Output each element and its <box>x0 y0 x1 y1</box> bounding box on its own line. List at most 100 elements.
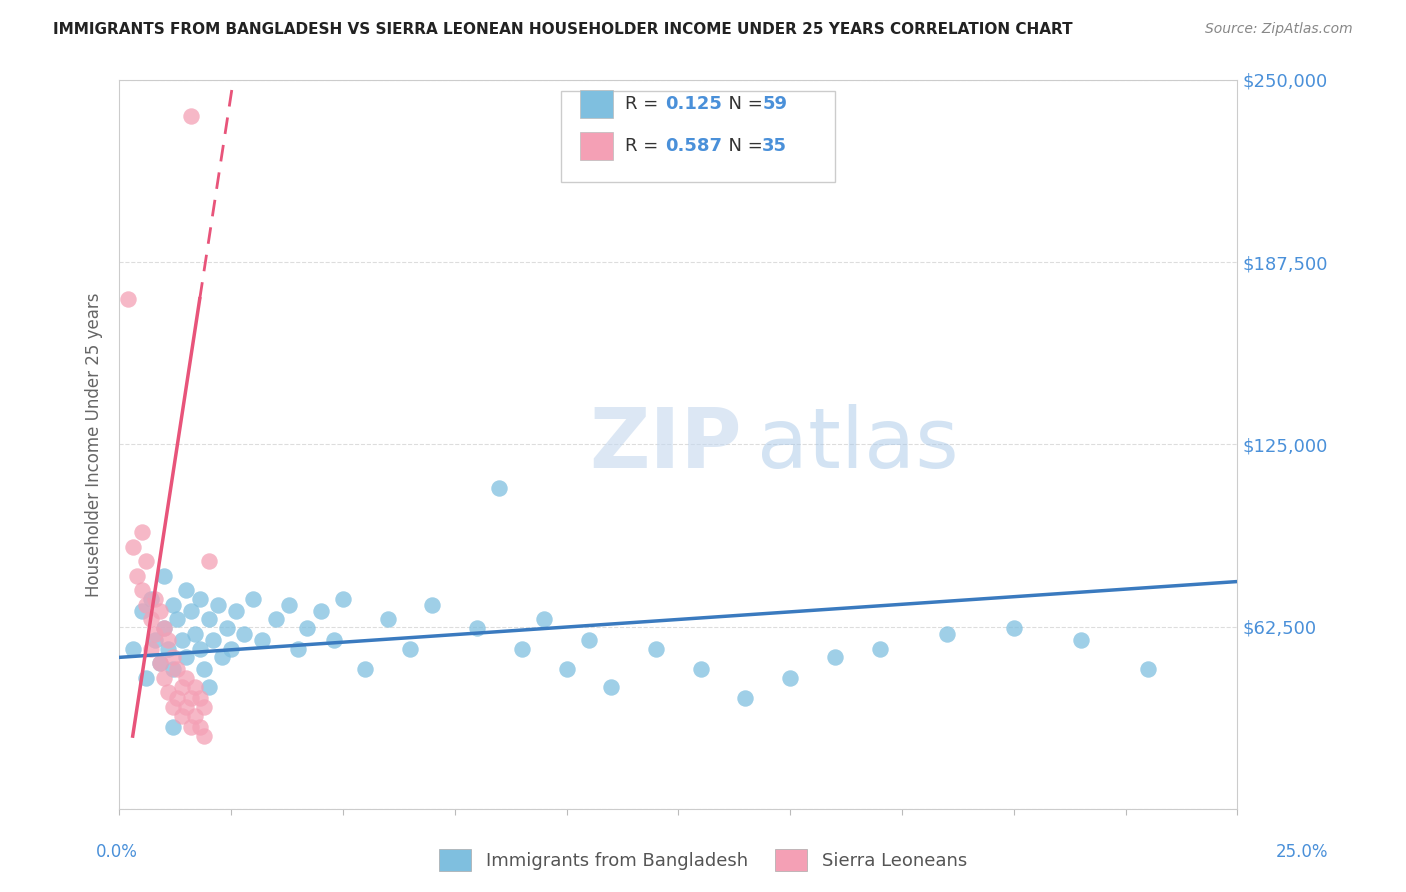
Point <box>135 554 157 568</box>
Point <box>121 641 143 656</box>
Point <box>309 604 332 618</box>
Point <box>162 700 184 714</box>
Point <box>188 641 211 656</box>
Point <box>170 632 193 647</box>
Point <box>295 621 318 635</box>
Point <box>157 632 180 647</box>
Y-axis label: Householder Income Under 25 years: Householder Income Under 25 years <box>86 293 103 597</box>
Point <box>354 662 377 676</box>
Point <box>578 632 600 647</box>
Point <box>153 621 176 635</box>
Point <box>242 592 264 607</box>
Point <box>278 598 301 612</box>
Point <box>779 671 801 685</box>
Point <box>166 662 188 676</box>
Point <box>143 632 166 647</box>
Point <box>1002 621 1025 635</box>
Text: 35: 35 <box>762 137 787 155</box>
Point <box>935 627 957 641</box>
Point <box>510 641 533 656</box>
Point <box>202 632 225 647</box>
Point <box>420 598 443 612</box>
Point <box>332 592 354 607</box>
Point <box>197 612 219 626</box>
Point <box>533 612 555 626</box>
Point <box>869 641 891 656</box>
Point <box>184 680 207 694</box>
Point <box>225 604 247 618</box>
Point <box>162 650 184 665</box>
Point <box>252 632 274 647</box>
Point <box>131 583 153 598</box>
Point <box>233 627 256 641</box>
Point <box>166 612 188 626</box>
Point <box>176 671 198 685</box>
Text: 0.587: 0.587 <box>665 137 721 155</box>
Point <box>176 583 198 598</box>
Point <box>170 680 193 694</box>
Point <box>193 662 215 676</box>
Point <box>399 641 422 656</box>
Point <box>264 612 287 626</box>
Text: R =: R = <box>624 137 664 155</box>
Point <box>184 627 207 641</box>
Point <box>148 656 170 670</box>
Point <box>188 592 211 607</box>
Point <box>600 680 623 694</box>
Point <box>162 720 184 734</box>
Point <box>184 708 207 723</box>
Point <box>488 481 510 495</box>
Point <box>215 621 238 635</box>
Point <box>645 641 668 656</box>
Point <box>287 641 309 656</box>
FancyBboxPatch shape <box>579 132 613 160</box>
Point <box>1136 662 1159 676</box>
Point <box>139 641 162 656</box>
Point <box>166 691 188 706</box>
Legend: Immigrants from Bangladesh, Sierra Leoneans: Immigrants from Bangladesh, Sierra Leone… <box>432 842 974 879</box>
Point <box>197 680 219 694</box>
Point <box>117 292 139 306</box>
Point <box>143 627 166 641</box>
Point <box>197 554 219 568</box>
Point <box>139 592 162 607</box>
Text: 25.0%: 25.0% <box>1277 843 1329 861</box>
Point <box>127 568 149 582</box>
Point <box>465 621 488 635</box>
Text: IMMIGRANTS FROM BANGLADESH VS SIERRA LEONEAN HOUSEHOLDER INCOME UNDER 25 YEARS C: IMMIGRANTS FROM BANGLADESH VS SIERRA LEO… <box>53 22 1073 37</box>
Point <box>180 720 202 734</box>
Text: N =: N = <box>717 137 769 155</box>
Point <box>188 720 211 734</box>
Text: atlas: atlas <box>756 404 959 485</box>
Point <box>180 691 202 706</box>
Point <box>211 650 233 665</box>
FancyBboxPatch shape <box>579 90 613 118</box>
Point <box>121 540 143 554</box>
FancyBboxPatch shape <box>561 91 835 182</box>
Text: R =: R = <box>624 95 664 113</box>
Point <box>148 604 170 618</box>
Text: N =: N = <box>717 95 769 113</box>
Point <box>323 632 346 647</box>
Text: ZIP: ZIP <box>589 404 741 485</box>
Point <box>157 685 180 699</box>
Point <box>219 641 242 656</box>
Point <box>193 729 215 743</box>
Point <box>131 524 153 539</box>
Point <box>148 656 170 670</box>
Point <box>1070 632 1092 647</box>
Point <box>153 621 176 635</box>
Text: 0.125: 0.125 <box>665 95 721 113</box>
Point <box>555 662 578 676</box>
Point <box>176 650 198 665</box>
Point <box>689 662 711 676</box>
Point <box>153 671 176 685</box>
Point <box>176 700 198 714</box>
Point <box>135 671 157 685</box>
Point <box>170 708 193 723</box>
Point <box>734 691 756 706</box>
Point <box>153 568 176 582</box>
Point <box>157 641 180 656</box>
Point <box>193 700 215 714</box>
Text: 59: 59 <box>762 95 787 113</box>
